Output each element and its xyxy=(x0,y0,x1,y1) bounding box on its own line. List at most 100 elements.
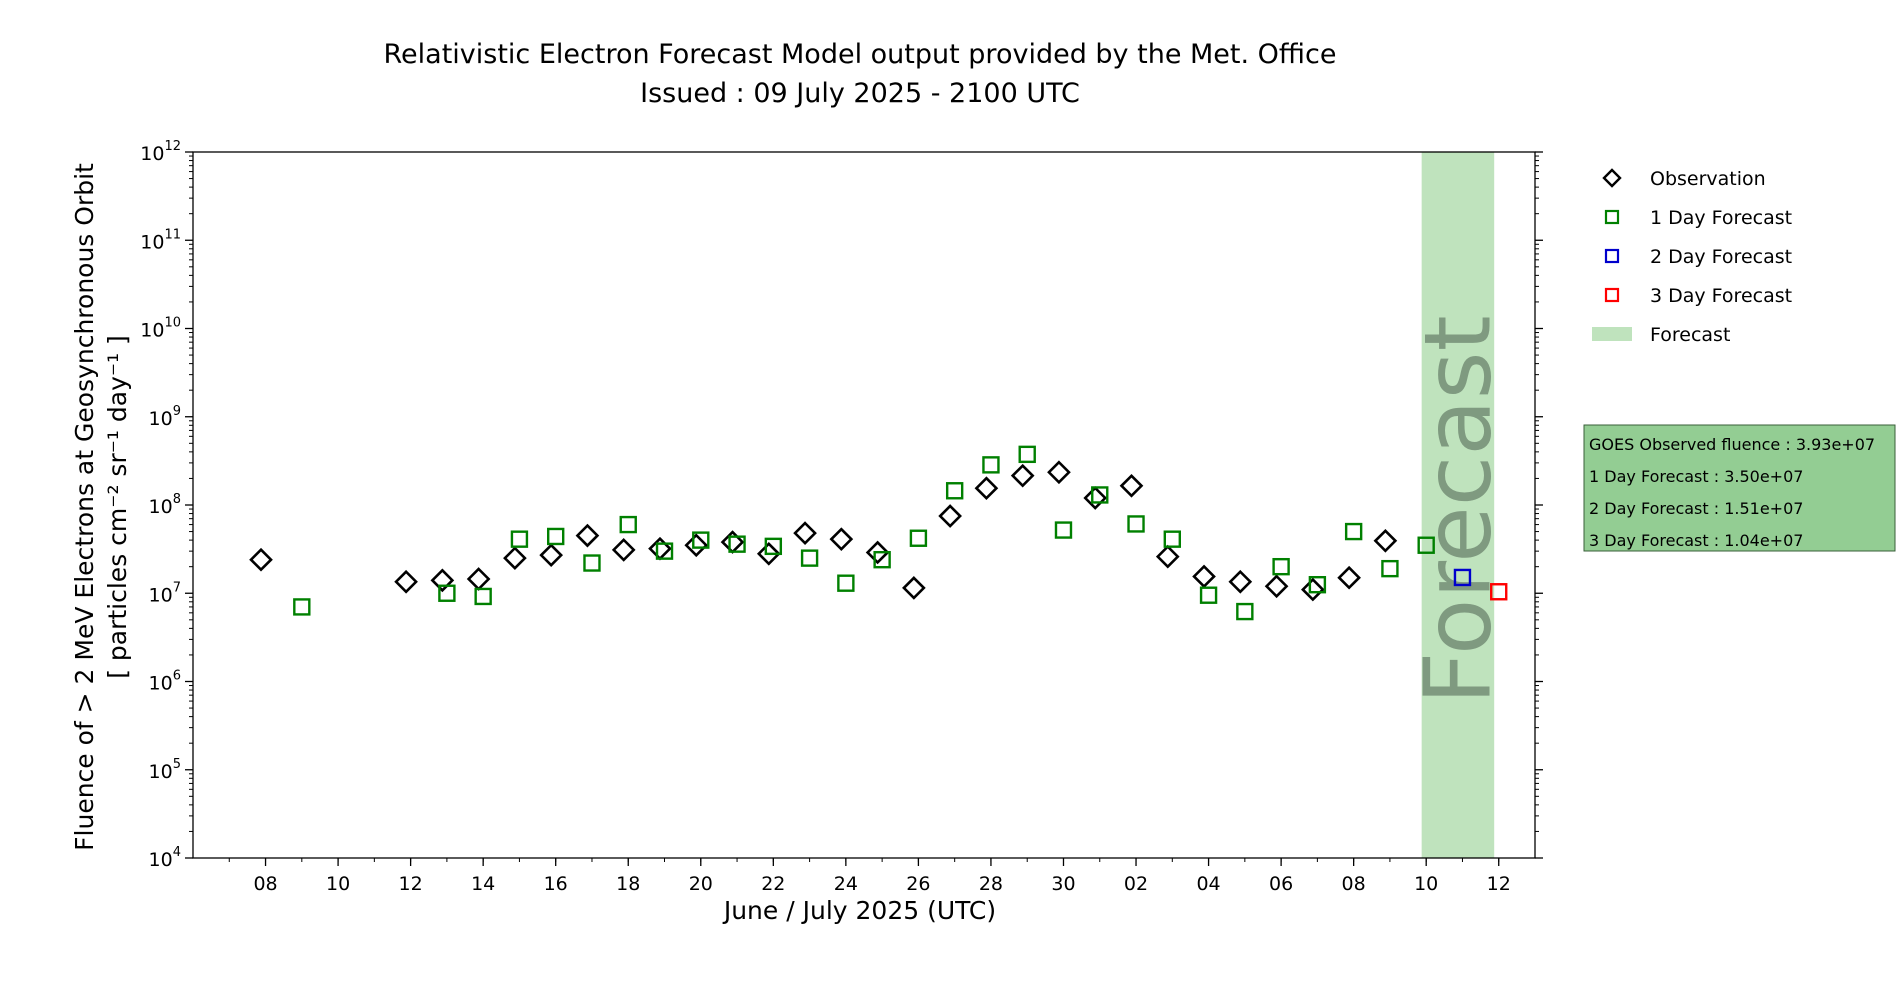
legend-square-icon xyxy=(1604,248,1620,264)
chart-subtitle: Issued : 09 July 2025 - 2100 UTC xyxy=(640,78,1080,109)
forecast-marker xyxy=(1381,559,1399,578)
forecast-marker xyxy=(1018,445,1036,464)
forecast-marker xyxy=(510,530,529,548)
observation-marker xyxy=(394,569,418,594)
forecast-marker xyxy=(945,482,964,500)
observation-marker xyxy=(974,476,999,501)
observation-marker xyxy=(466,567,491,591)
observation-marker xyxy=(1155,544,1180,569)
observation-marker xyxy=(1192,564,1216,589)
forecast-marker xyxy=(583,554,601,572)
x-tick-label: 10 xyxy=(326,873,350,895)
forecast-marker xyxy=(655,542,674,560)
forecast-marker xyxy=(1054,521,1073,539)
legend-label: 3 Day Forecast xyxy=(1650,285,1792,307)
x-tick-label: 12 xyxy=(399,873,423,895)
observation-marker xyxy=(938,504,962,528)
observation-marker xyxy=(865,540,890,565)
legend-band-icon xyxy=(1592,327,1632,341)
observation-marker xyxy=(1047,460,1071,485)
forecast-marker xyxy=(909,529,928,547)
observation-marker xyxy=(575,523,600,548)
observation-marker xyxy=(249,547,273,572)
legend: Observation 1 Day Forecast 2 Day Forecast 3… xyxy=(1592,168,1792,346)
forecast-marker xyxy=(1308,575,1327,594)
legend-square-icon xyxy=(1604,209,1620,225)
y-tick-label: 1011 xyxy=(140,227,181,253)
y-axis-title-line2: [ particles cm⁻² sr⁻¹ day⁻¹ ] xyxy=(103,335,132,679)
y-tick-label: 109 xyxy=(149,404,181,430)
x-tick-label: 24 xyxy=(834,873,858,895)
x-tick-label: 12 xyxy=(1487,873,1511,895)
x-tick-label: 08 xyxy=(1342,873,1366,895)
forecast-marker xyxy=(982,456,1000,474)
legend-square-icon xyxy=(1604,287,1620,303)
plot-frame xyxy=(192,151,1536,859)
forecast-marker xyxy=(438,584,456,602)
observation-marker xyxy=(1337,565,1361,590)
y-tick-label: 106 xyxy=(149,669,181,695)
y-tick-label: 108 xyxy=(149,492,181,518)
forecast-marker xyxy=(1417,536,1435,554)
info-box-background xyxy=(1583,424,1896,552)
forecast-marker xyxy=(1236,602,1254,621)
forecast-marker xyxy=(1453,568,1472,587)
observation-marker xyxy=(430,568,455,593)
forecast-marker xyxy=(547,527,565,546)
forecast-marker xyxy=(474,587,492,606)
forecast-marker xyxy=(1199,586,1218,604)
observation-marker xyxy=(539,543,564,568)
forecast-marker xyxy=(1127,515,1145,533)
x-tick-label: 10 xyxy=(1414,873,1438,895)
observation-marker xyxy=(1228,569,1253,594)
forecast-marker xyxy=(837,574,855,592)
observation-marker xyxy=(720,530,745,554)
y-tick-label: 1010 xyxy=(140,316,181,342)
observation-marker xyxy=(1083,486,1108,510)
info-box-line: 3 Day Forecast : 1.04e+07 xyxy=(1589,531,1803,550)
x-tick-label: 18 xyxy=(616,873,640,895)
x-tick-label: 28 xyxy=(979,873,1003,895)
forecast-marker xyxy=(764,537,783,556)
x-tick-label: 04 xyxy=(1196,873,1220,895)
chart-title: Relativistic Electron Forecast Model out… xyxy=(384,39,1337,70)
observation-marker xyxy=(1301,577,1325,602)
forecast-marker xyxy=(1490,583,1508,601)
observation-marker xyxy=(829,527,854,552)
x-tick-label: 26 xyxy=(906,873,930,895)
legend-label: Observation xyxy=(1650,168,1766,190)
forecast-marker xyxy=(1163,530,1181,548)
legend-label: 1 Day Forecast xyxy=(1650,207,1792,229)
x-tick-label: 16 xyxy=(544,873,568,895)
forecast-band-label: Forecast xyxy=(1404,315,1511,704)
x-tick-label: 30 xyxy=(1051,873,1075,895)
forecast-marker xyxy=(1091,486,1109,504)
forecast-marker xyxy=(619,515,637,534)
plot-area: Forecast10410510610710810910101011101208… xyxy=(140,139,1543,895)
y-tick-label: 104 xyxy=(149,845,181,871)
info-box: GOES Observed fluence : 3.93e+07 1 Day Fo… xyxy=(1583,424,1896,552)
observation-marker xyxy=(648,536,672,561)
observation-marker xyxy=(1010,463,1035,488)
forecast-marker xyxy=(1344,522,1363,541)
x-tick-label: 22 xyxy=(761,873,785,895)
y-tick-label: 107 xyxy=(149,580,181,606)
observation-marker xyxy=(1373,528,1398,553)
x-tick-label: 08 xyxy=(253,873,277,895)
forecast-marker xyxy=(692,531,710,549)
info-box-line: 2 Day Forecast : 1.51e+07 xyxy=(1589,499,1803,518)
x-tick-label: 06 xyxy=(1269,873,1293,895)
observation-marker xyxy=(793,521,817,545)
legend-label: 2 Day Forecast xyxy=(1650,246,1792,268)
observation-marker xyxy=(1264,574,1289,599)
observation-marker xyxy=(684,533,709,558)
x-tick-label: 20 xyxy=(689,873,713,895)
x-axis-title: June / July 2025 (UTC) xyxy=(722,896,996,925)
observation-marker xyxy=(503,546,527,570)
y-tick-label: 1012 xyxy=(140,139,181,165)
observation-marker xyxy=(611,538,636,562)
info-box-line: GOES Observed fluence : 3.93e+07 xyxy=(1589,435,1875,454)
x-tick-label: 02 xyxy=(1124,873,1148,895)
y-tick-label: 105 xyxy=(149,757,181,783)
